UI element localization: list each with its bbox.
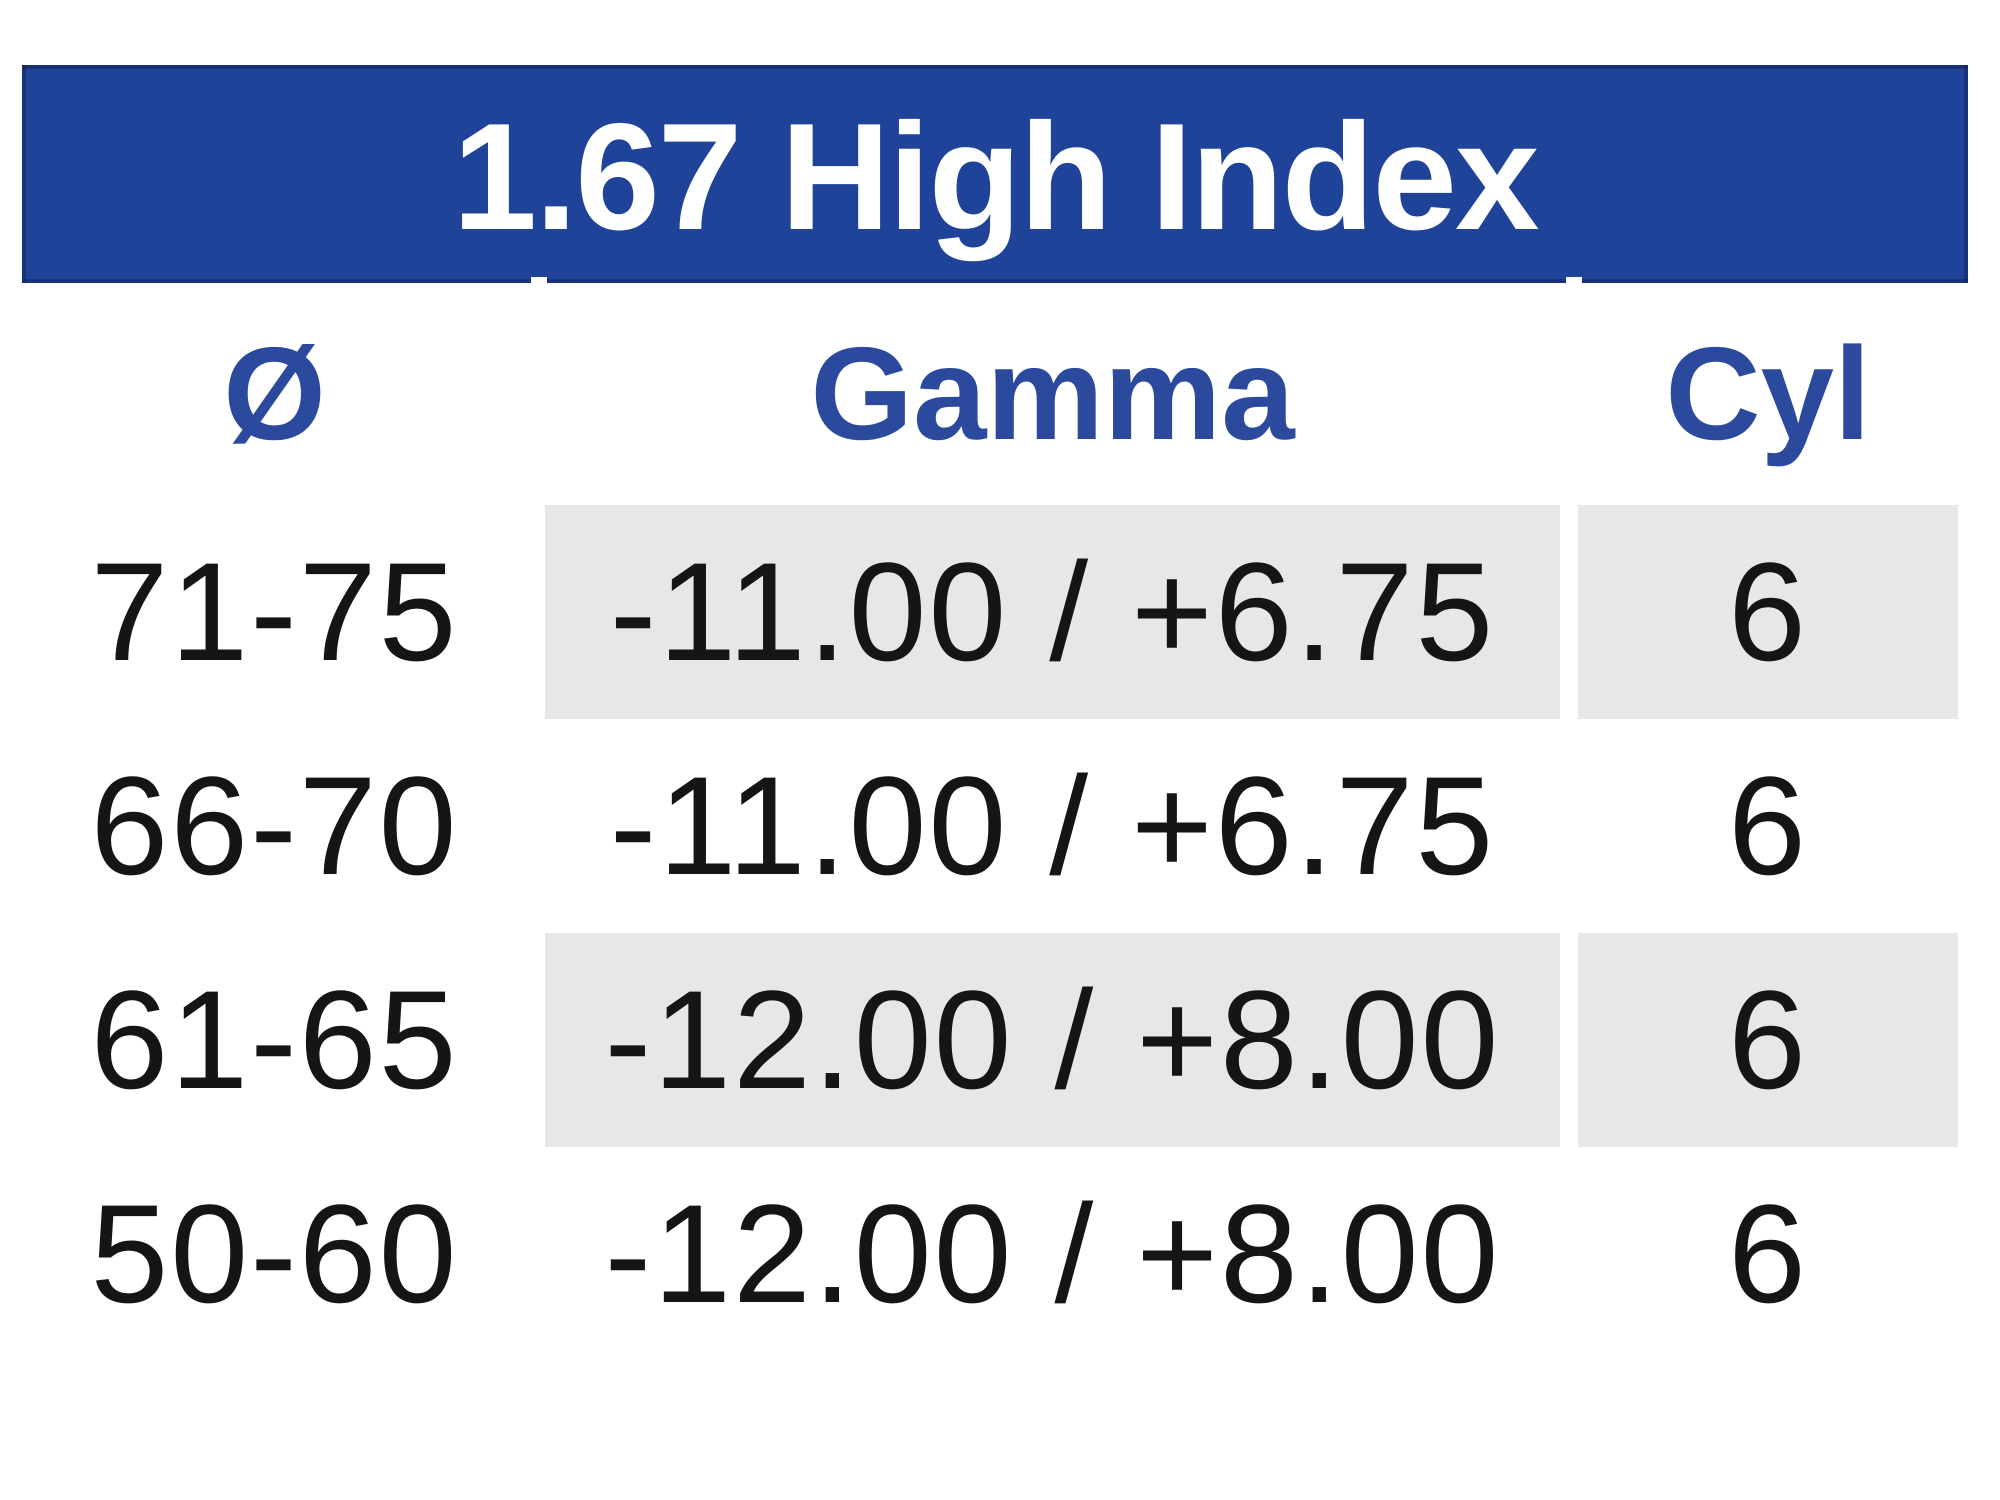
cell-cyl: 6 [1578,933,1958,1147]
cell-cyl: 6 [1728,747,1808,904]
column-gap-notch [531,277,547,284]
cell-diameter: 66-70 [90,747,459,904]
table-title-bar: 1.67 High Index [22,65,1968,283]
cell-cyl: 6 [1728,1175,1808,1332]
cell-cyl: 6 [1578,505,1958,719]
cell-gamma: -11.00 / +6.75 [545,505,1560,719]
cell-diameter: 61-65 [90,961,459,1118]
cell-diameter: 71-75 [90,533,459,690]
column-header-cyl: Cyl [1665,320,1871,467]
cell-diameter: 50-60 [90,1175,459,1332]
cell-gamma: -12.00 / +8.00 [604,1175,1501,1332]
column-gap-notch [1566,277,1582,284]
spec-table: Ø Gamma Cyl 71-75 -11.00 / +6.75 6 66-70… [22,283,1958,1361]
column-header-diameter: Ø [223,320,326,467]
cell-gamma: -12.00 / +8.00 [545,933,1560,1147]
cell-gamma: -11.00 / +6.75 [609,747,1496,904]
table-title: 1.67 High Index [452,92,1540,262]
column-header-gamma: Gamma [810,320,1295,467]
